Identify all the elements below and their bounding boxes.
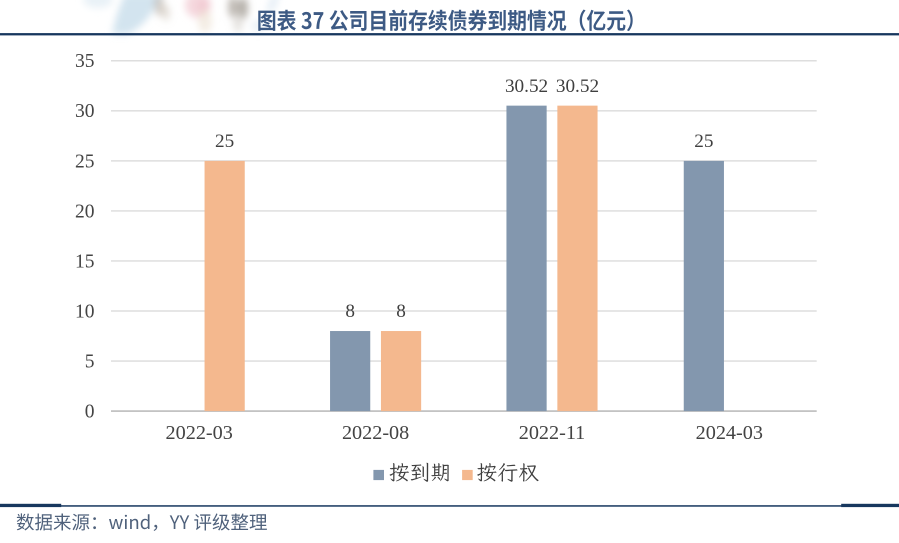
svg-text:30: 30 <box>75 101 95 122</box>
svg-text:35: 35 <box>75 51 95 72</box>
svg-text:2022-11: 2022-11 <box>519 422 586 444</box>
svg-text:25: 25 <box>215 131 234 152</box>
svg-text:30.52: 30.52 <box>505 76 548 97</box>
svg-text:2024-03: 2024-03 <box>696 422 763 444</box>
svg-text:30.52: 30.52 <box>556 76 599 97</box>
svg-text:20: 20 <box>75 201 95 222</box>
svg-text:25: 25 <box>694 131 713 152</box>
svg-text:15: 15 <box>75 251 95 272</box>
svg-text:2022-03: 2022-03 <box>166 422 233 444</box>
svg-text:25: 25 <box>75 151 95 172</box>
svg-text:8: 8 <box>396 301 406 322</box>
svg-text:8: 8 <box>345 301 355 322</box>
svg-text:10: 10 <box>75 301 95 322</box>
svg-text:5: 5 <box>85 351 95 372</box>
svg-text:0: 0 <box>85 402 95 423</box>
svg-text:2022-08: 2022-08 <box>342 422 409 444</box>
